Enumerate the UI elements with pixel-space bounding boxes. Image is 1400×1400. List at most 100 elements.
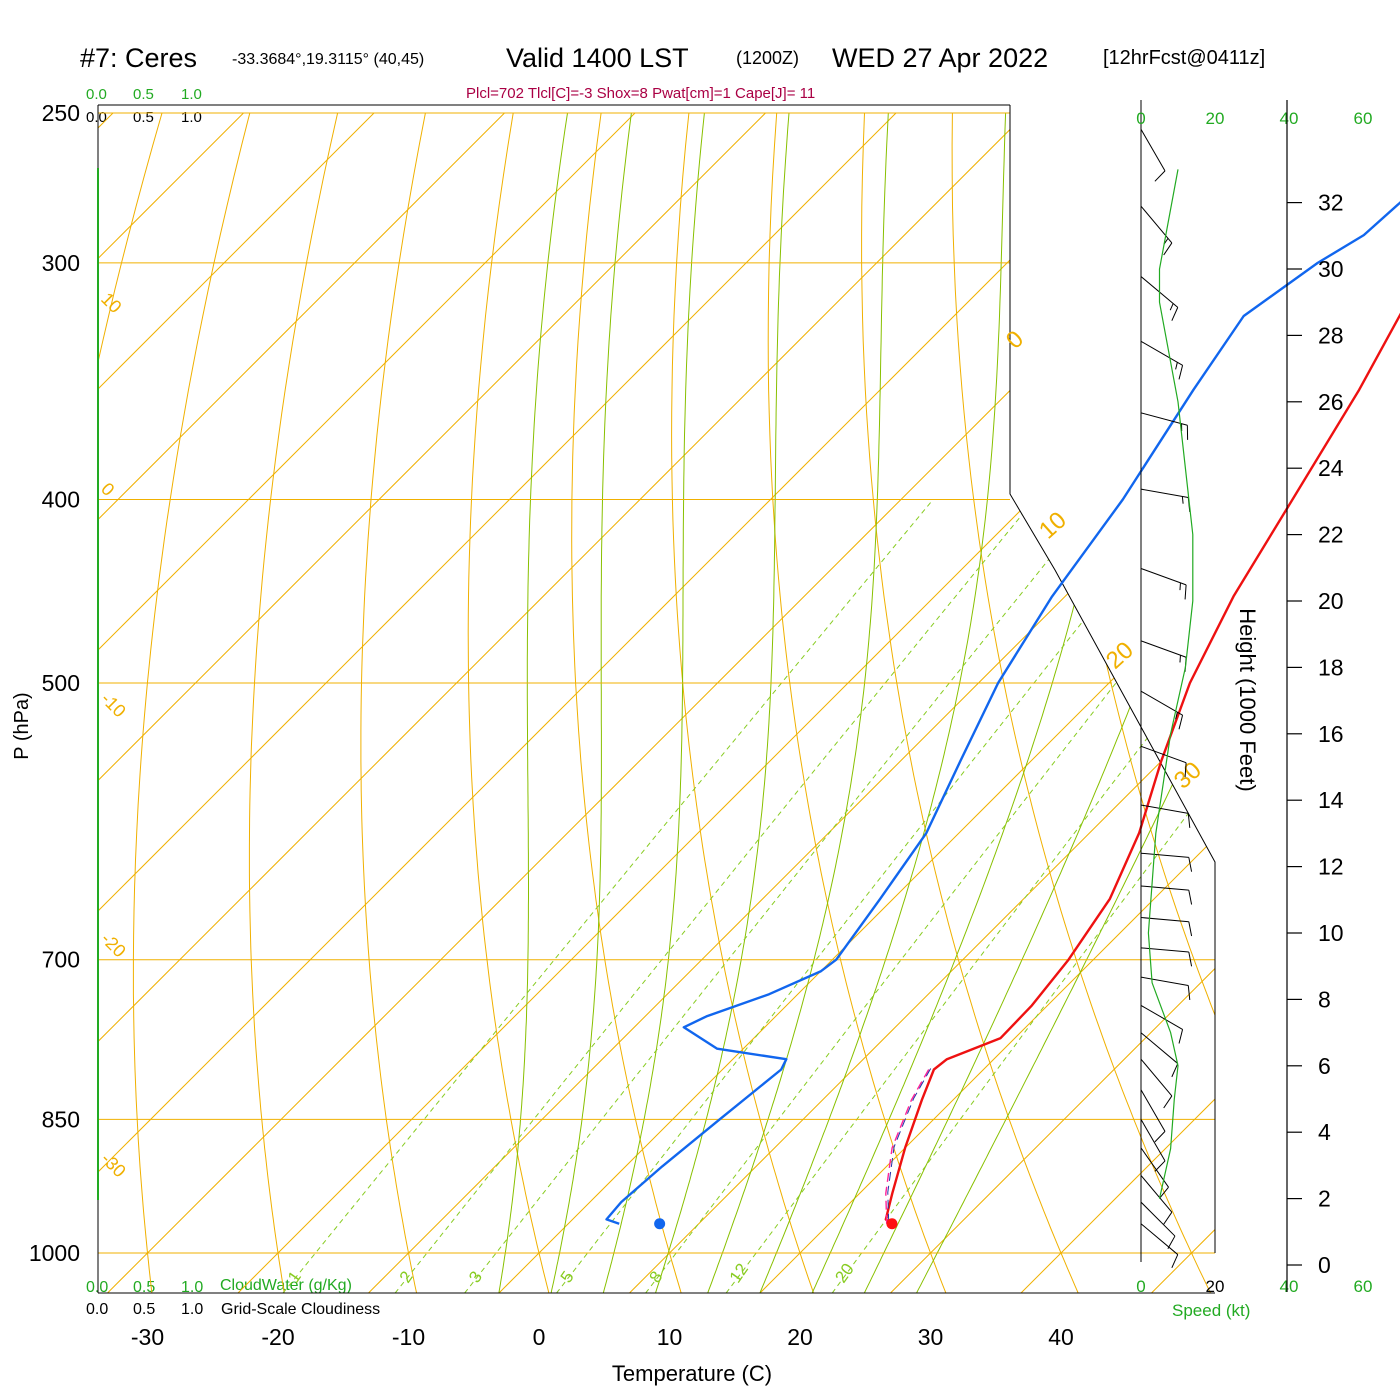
isotherm-line: [107, 112, 1215, 1293]
wind-barb-staff: [1140, 340, 1183, 366]
dry-adiabat-line: [98, 112, 163, 1293]
surface-temperature-dot: [886, 1218, 898, 1230]
dry-adiabat-line: [1392, 113, 1400, 1293]
height-tick-label: 32: [1318, 190, 1344, 216]
wind-barb: [1140, 488, 1191, 513]
dry-adiabat-line: [1039, 112, 1215, 1293]
wind-barb-flag: [1188, 857, 1193, 872]
height-tick-label: 30: [1318, 256, 1344, 282]
wind-barb-flag: [1178, 715, 1184, 730]
coords-text: -33.3684°,19.3115° (40,45): [232, 51, 424, 68]
bottom-scale-black-1: 0.5: [133, 1301, 155, 1318]
wind-barb-flag: [1188, 921, 1193, 937]
isotherm-label: -20: [97, 929, 130, 962]
moist-adiabat-line: [550, 112, 632, 1293]
dry-adiabat-line: [360, 112, 426, 1293]
top-scale: 0.0 0.5 1.0 0.0 0.5 1.0: [86, 86, 202, 126]
top-scale-green-2: 1.0: [181, 86, 202, 103]
bottom-scale-green-0: 0.0: [86, 1279, 108, 1296]
temperature-tick-label: -30: [131, 1324, 164, 1350]
indices-text: Plcl=702 Tlcl[C]=-3 Shox=8 Pwat[cm]=1 Ca…: [466, 85, 815, 102]
bottom-scale-green-1: 0.5: [133, 1279, 155, 1296]
dry-adiabat-line: [132, 112, 251, 1293]
wind-barb-staff: [1140, 917, 1189, 923]
isotherm-line: [98, 112, 636, 1293]
dry-adiabat-line: [1304, 113, 1400, 1293]
wind-barb-flag: [1163, 242, 1173, 256]
mixing-ratio-line: [645, 499, 1215, 1293]
wind-barb: [1140, 804, 1191, 828]
wind-barb-staff: [1140, 1175, 1173, 1213]
isotherm-label: 10: [97, 289, 125, 317]
isotherm-line: [237, 112, 1215, 1293]
bottom-scale-green-2: 1.0: [181, 1279, 203, 1296]
wind-barb-half: [1175, 362, 1178, 370]
wind-barb: [1140, 640, 1187, 672]
speed-tick-top: 20: [1206, 109, 1225, 128]
mixing-ratio-line: [464, 499, 1098, 1293]
temperature-trace: [884, 312, 1400, 1225]
wind-barb-staff: [1140, 1223, 1179, 1255]
wind-barb-staff: [1140, 1058, 1173, 1097]
wind-barb: [1140, 340, 1184, 380]
pressure-tick-label: 1000: [29, 1240, 80, 1266]
wind-barb: [1140, 129, 1166, 182]
temperature-tick-label: 20: [787, 1324, 813, 1350]
wind-barb-half: [1181, 496, 1184, 504]
moist-adiabat-line: [759, 112, 1007, 1293]
dry-adiabat-line: [861, 112, 1079, 1293]
wind-barb-flag: [1154, 170, 1166, 182]
isotherm-line: [1151, 112, 1215, 1293]
dry-adiabat-label: 10: [1034, 507, 1072, 545]
dry-adiabat-line: [467, 112, 550, 1293]
top-scale-green-0: 0.0: [86, 86, 107, 103]
wind-barb: [1140, 885, 1193, 905]
wind-barb-staff: [1140, 205, 1173, 244]
height-tick-label: 2: [1318, 1186, 1331, 1212]
pressure-tick-label: 300: [42, 250, 80, 276]
speed-tick-top: 0: [1136, 109, 1145, 128]
wind-barb-staff: [1140, 1147, 1169, 1188]
wind-barb-staff: [1140, 1004, 1183, 1030]
wind-barb: [1140, 1004, 1184, 1044]
isotherm-line: [1282, 113, 1400, 1293]
wind-barb-half: [1179, 582, 1181, 591]
wind-barb: [1140, 1223, 1179, 1269]
wind-barb-flag: [1171, 307, 1179, 321]
wind-barb: [1140, 1147, 1169, 1199]
isotherm-label: 0: [97, 479, 118, 500]
wind-barb-flag: [1187, 985, 1191, 1000]
temperature-tick-label: 10: [657, 1324, 683, 1350]
wind-barb: [1140, 1032, 1179, 1078]
isotherm-line: [629, 112, 1215, 1293]
wind-barb-staff: [1140, 412, 1188, 426]
wind-barb-staff: [1140, 1089, 1166, 1132]
pressure-tick-label: 400: [42, 487, 80, 513]
height-tick-label: 20: [1318, 588, 1344, 614]
wind-barb: [1140, 1058, 1173, 1109]
top-scale-black-2: 1.0: [181, 109, 202, 126]
dry-adiabat-line: [1127, 112, 1215, 1293]
wind-barb: [1140, 852, 1193, 872]
height-tick-label: 18: [1318, 654, 1344, 680]
wind-barb-flag: [1154, 1131, 1166, 1143]
moist-adiabat-line: [707, 112, 889, 1293]
speed-tick-bottom: 60: [1354, 1277, 1373, 1296]
wind-barb-staff: [1140, 129, 1166, 172]
dry-adiabat-line: [951, 112, 1212, 1293]
moist-adiabat-line: [602, 112, 705, 1293]
isotherm-label: -30: [97, 1149, 130, 1182]
mixing-ratio-line: [282, 499, 934, 1293]
bottom-scale-black-2: 1.0: [181, 1301, 203, 1318]
wind-barb-flag: [1184, 762, 1187, 778]
wind-barb-staff: [1140, 976, 1189, 986]
wind-barb-flag: [1188, 951, 1193, 967]
temperature-tick-label: -20: [261, 1324, 294, 1350]
surface-dewpoint-dot: [654, 1218, 666, 1230]
dry-adiabat-line: [248, 112, 339, 1293]
moist-adiabat-line: [498, 112, 568, 1293]
wind-barb: [1140, 1089, 1166, 1143]
dewpoint-trace: [605, 201, 1400, 1225]
